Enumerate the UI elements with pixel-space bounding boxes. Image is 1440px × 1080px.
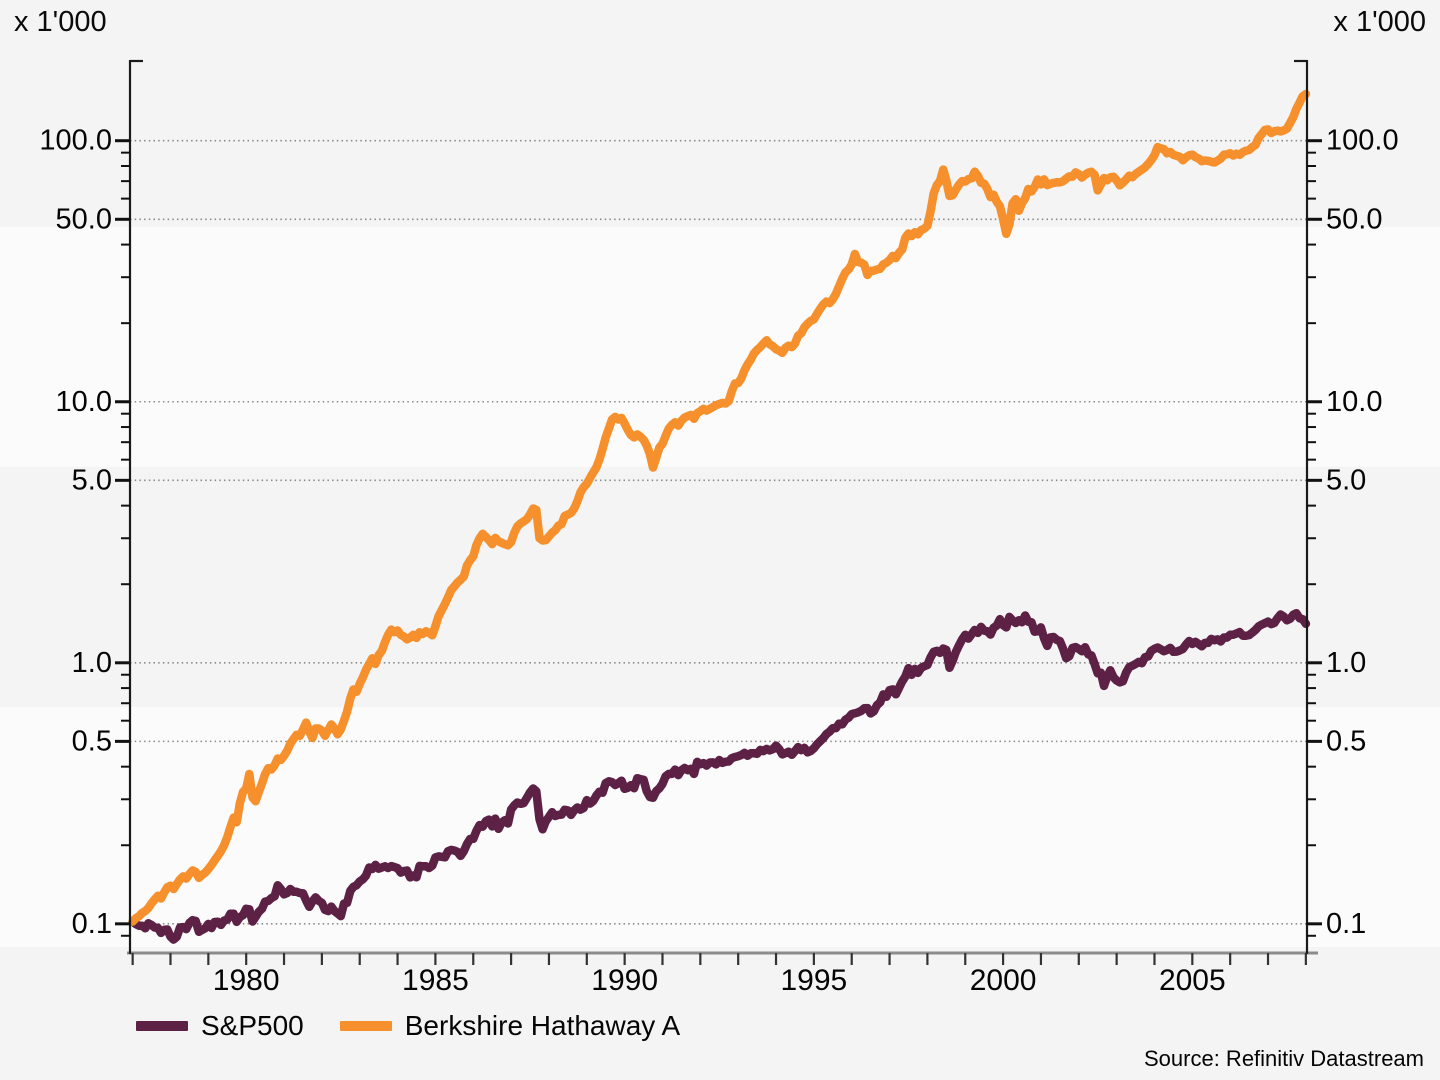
x-axis-tick-label: 2000 xyxy=(970,964,1037,997)
y-axis-tick-label: 10.0 xyxy=(56,386,112,418)
legend: S&P500 Berkshire Hathaway A xyxy=(136,1010,680,1042)
sp500-color-swatch xyxy=(136,1021,188,1031)
berkshire-legend-label: Berkshire Hathaway A xyxy=(404,1010,681,1041)
x-axis-tick-label: 1985 xyxy=(402,964,469,997)
x-axis-tick-label: 1990 xyxy=(591,964,658,997)
sp500-line xyxy=(128,608,1311,944)
y-axis-tick-label: 100.0 xyxy=(39,125,112,157)
right-axis-unit-label: x 1'000 xyxy=(1333,6,1426,38)
y-axis-tick-label: 0.1 xyxy=(72,908,112,940)
y-axis-tick-label: 5.0 xyxy=(72,464,112,496)
legend-item-berkshire: Berkshire Hathaway A xyxy=(339,1010,681,1042)
sp500-legend-label: S&P500 xyxy=(201,1010,304,1041)
y-axis-tick-label: 50.0 xyxy=(56,203,112,235)
y-axis-tick-label: 10.0 xyxy=(1326,386,1382,418)
y-axis-tick-label: 50.0 xyxy=(1326,203,1382,235)
y-axis-tick-label: 1.0 xyxy=(1326,647,1366,679)
y-axis-tick-label: 1.0 xyxy=(72,647,112,679)
source-attribution: Source: Refinitiv Datastream xyxy=(1144,1046,1424,1071)
x-axis-tick-label: 1995 xyxy=(780,964,847,997)
x-axis-tick-label: 2005 xyxy=(1159,964,1226,997)
berkshire-line xyxy=(128,89,1311,926)
legend-item-sp500: S&P500 xyxy=(136,1010,304,1042)
y-axis-tick-label: 5.0 xyxy=(1326,464,1366,496)
y-axis-tick-label: 0.5 xyxy=(72,725,112,757)
berkshire-color-swatch xyxy=(339,1021,392,1031)
y-axis-tick-label: 0.5 xyxy=(1326,725,1366,757)
y-axis-tick-label: 100.0 xyxy=(1326,125,1399,157)
left-axis-unit-label: x 1'000 xyxy=(14,6,107,38)
y-axis-tick-label: 0.1 xyxy=(1326,908,1366,940)
x-axis-tick-label: 1980 xyxy=(213,964,280,997)
